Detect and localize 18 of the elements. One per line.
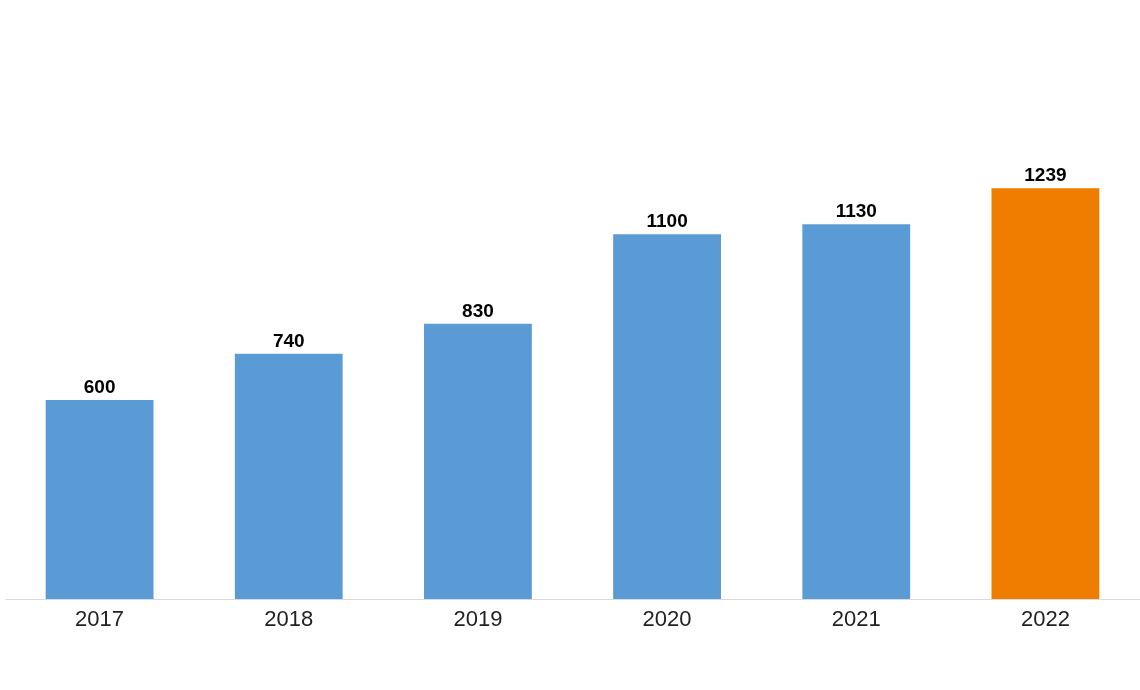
data-label: 1130 [835, 200, 877, 222]
data-label: 1100 [646, 210, 688, 232]
data-label: 1239 [1024, 164, 1067, 186]
bar [45, 400, 154, 599]
data-label: 600 [83, 376, 116, 398]
x-tick-label: 2022 [1020, 606, 1070, 632]
data-label: 830 [462, 299, 494, 321]
bar [802, 224, 911, 599]
bar [424, 323, 532, 599]
x-tick-label: 2017 [75, 606, 125, 632]
bar [991, 188, 1100, 599]
x-tick-label: 2018 [264, 606, 314, 632]
x-tick-label: 2021 [831, 606, 881, 632]
x-tick-label: 2019 [453, 606, 503, 632]
bar [613, 234, 721, 599]
x-tick-label: 2020 [642, 606, 692, 632]
data-label: 740 [272, 329, 305, 351]
bar [234, 353, 343, 599]
